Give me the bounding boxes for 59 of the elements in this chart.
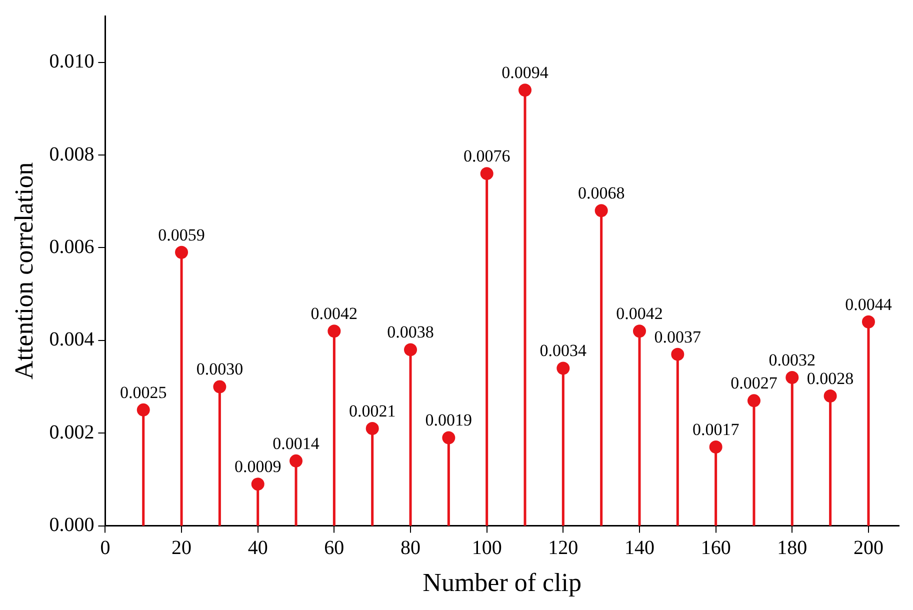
point xyxy=(366,422,379,435)
data-label: 0.0027 xyxy=(730,374,778,393)
point xyxy=(442,431,456,444)
point xyxy=(136,403,150,416)
x-tick-label: 80 xyxy=(400,537,421,560)
data-label: 0.0030 xyxy=(196,360,244,379)
data-label: 0.0009 xyxy=(234,457,282,476)
point xyxy=(518,84,532,97)
x-tick-label: 20 xyxy=(172,537,192,560)
x-tick-label: 180 xyxy=(777,537,808,560)
point xyxy=(404,343,418,356)
point xyxy=(671,348,684,361)
point xyxy=(213,380,226,394)
y-tick-label: 0.010 xyxy=(49,50,94,73)
x-tick-label: 140 xyxy=(624,537,654,560)
point xyxy=(747,394,760,408)
point xyxy=(824,390,837,403)
data-label: 0.0017 xyxy=(692,420,740,439)
data-label: 0.0038 xyxy=(387,322,434,342)
point xyxy=(175,246,188,259)
point xyxy=(862,315,875,328)
x-tick-label: 120 xyxy=(548,537,578,560)
data-label: 0.0042 xyxy=(310,304,358,324)
data-label: 0.0044 xyxy=(845,294,892,314)
point xyxy=(632,324,646,338)
y-axis-title: Attention correlation xyxy=(9,162,38,380)
data-label: 0.0028 xyxy=(806,369,854,388)
x-tick-label: 40 xyxy=(248,537,268,560)
y-tick-label: 0.000 xyxy=(49,514,94,536)
data-label: 0.0042 xyxy=(616,304,663,324)
point xyxy=(709,440,722,454)
data-label: 0.0019 xyxy=(425,410,472,430)
data-label: 0.0037 xyxy=(654,327,702,346)
point xyxy=(786,370,799,384)
data-label: 0.0021 xyxy=(348,401,396,420)
data-label: 0.0059 xyxy=(158,225,205,244)
x-axis-title: Number of clip xyxy=(422,568,582,598)
y-tick-label: 0.006 xyxy=(49,236,94,258)
data-label: 0.0025 xyxy=(120,382,167,402)
y-tick-label: 0.004 xyxy=(49,328,94,351)
point xyxy=(480,167,494,180)
point xyxy=(251,478,264,491)
x-tick-label: 100 xyxy=(472,537,502,560)
data-label: 0.0094 xyxy=(502,63,549,82)
data-label: 0.0034 xyxy=(540,341,588,360)
x-tick-label: 0 xyxy=(100,537,110,560)
data-label: 0.0068 xyxy=(578,184,625,203)
point xyxy=(290,454,303,468)
y-tick-label: 0.008 xyxy=(49,143,94,166)
data-label: 0.0014 xyxy=(272,434,320,453)
point xyxy=(594,204,608,218)
x-tick-label: 60 xyxy=(324,537,344,560)
x-tick-label: 200 xyxy=(853,537,884,560)
y-tick-label: 0.002 xyxy=(49,421,94,444)
x-tick-label: 160 xyxy=(700,537,731,560)
data-label: 0.0076 xyxy=(463,146,510,166)
data-label: 0.0032 xyxy=(768,350,816,370)
point xyxy=(328,324,341,338)
point xyxy=(556,362,570,375)
